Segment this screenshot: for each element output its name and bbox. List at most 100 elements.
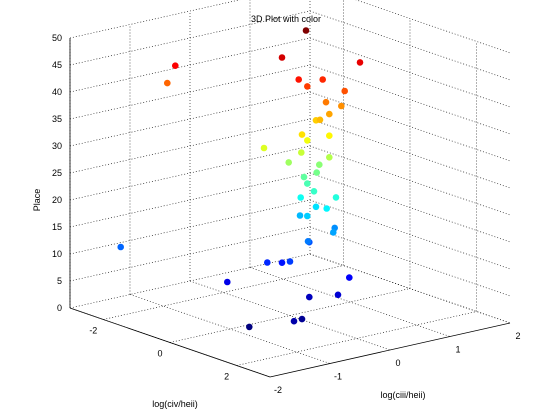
z-tick-label: 30 (52, 141, 62, 151)
data-point (278, 259, 286, 267)
wall-grid-line (69, 199, 311, 255)
x-tick-label: 0 (157, 349, 162, 359)
data-point (300, 173, 308, 181)
chart-title: 3D Plot with color (251, 14, 321, 24)
wall-grid-line (309, 199, 511, 270)
data-point (298, 149, 305, 156)
wall-grid-line (309, 226, 511, 297)
z-tick-label: 50 (52, 33, 62, 43)
data-point (346, 274, 353, 281)
data-point (313, 169, 321, 176)
floor-grid-line (103, 265, 344, 320)
data-point (264, 259, 271, 266)
wall-grid-line (309, 37, 511, 108)
z-tick-label: 10 (52, 249, 62, 259)
wall-grid-line (309, 118, 511, 189)
x-axis-label: log(civ/heii) (152, 399, 198, 409)
floor-grid-line (129, 294, 331, 364)
data-point (338, 102, 345, 110)
data-point (298, 315, 306, 323)
data-point (297, 194, 305, 201)
data-point (172, 62, 179, 69)
data-point (278, 54, 286, 61)
x-axis-line (69, 307, 271, 378)
data-point (356, 59, 364, 66)
wall-grid-line (69, 118, 311, 174)
data-point (326, 132, 333, 139)
wall-grid-line (69, 226, 311, 282)
z-tick-label: 5 (57, 276, 62, 286)
wall-grid-line (69, 145, 311, 201)
y-axis-label: log(ciii/heii) (380, 390, 425, 400)
y-axis-line (269, 322, 511, 378)
floor-grid-line (249, 267, 451, 337)
grid-layer (69, 0, 511, 378)
wall-grid-line (309, 64, 511, 135)
data-point (290, 317, 298, 325)
wall-grid-line (309, 91, 511, 162)
y-tick-label: 1 (455, 345, 460, 355)
data-point (310, 188, 318, 195)
data-point (341, 87, 349, 95)
data-point (304, 238, 312, 245)
y-tick-label: -1 (334, 372, 342, 382)
wall-grid-line (355, 0, 511, 54)
data-point (295, 76, 303, 83)
wall-grid-line (309, 253, 511, 324)
z-axis-label: Place (32, 189, 42, 212)
wall-grid-line (309, 10, 511, 81)
z-tick-label: 25 (52, 168, 62, 178)
data-point (322, 98, 330, 106)
floor-grid-line (189, 280, 391, 351)
wall-grid-line (69, 10, 311, 66)
data-point (304, 180, 311, 187)
data-point (330, 229, 337, 236)
data-points (117, 27, 364, 331)
data-point (316, 116, 324, 124)
data-point (224, 278, 231, 286)
floor-grid-line (236, 311, 477, 366)
data-point (260, 144, 268, 152)
x-tick-label: 2 (224, 372, 229, 382)
y-tick-label: 2 (515, 331, 520, 341)
data-point (302, 27, 310, 34)
z-tick-label: 15 (52, 222, 62, 232)
data-point (285, 159, 293, 166)
data-point (296, 212, 304, 219)
wall-grid-line (69, 64, 311, 120)
wall-grid-line (69, 0, 241, 39)
data-point (326, 110, 333, 118)
z-tick-label: 45 (52, 60, 62, 70)
wall-grid-line (309, 145, 511, 216)
z-tick-label: 40 (52, 87, 62, 97)
data-point (312, 203, 320, 211)
wall-grid-line (69, 172, 311, 228)
y-tick-label: -2 (274, 385, 282, 395)
data-point (323, 205, 331, 212)
z-tick-label: 20 (52, 195, 62, 205)
data-point (304, 83, 311, 90)
data-point (286, 258, 294, 265)
data-point (334, 291, 342, 299)
data-point (319, 76, 327, 83)
data-point (332, 194, 340, 201)
y-tick-label: 0 (395, 358, 400, 368)
axes-box (69, 38, 511, 378)
data-point (326, 154, 333, 161)
data-point (117, 243, 124, 251)
data-point (304, 137, 311, 144)
data-point (246, 323, 253, 331)
data-point (304, 212, 311, 220)
data-point (306, 293, 313, 301)
data-point (298, 131, 306, 138)
x-tick-label: -2 (89, 326, 97, 336)
data-point (164, 79, 171, 87)
wall-grid-line (69, 91, 311, 147)
z-tick-label: 0 (57, 303, 62, 313)
data-point (316, 161, 323, 168)
wall-grid-line (309, 172, 511, 243)
z-tick-label: 35 (52, 114, 62, 124)
